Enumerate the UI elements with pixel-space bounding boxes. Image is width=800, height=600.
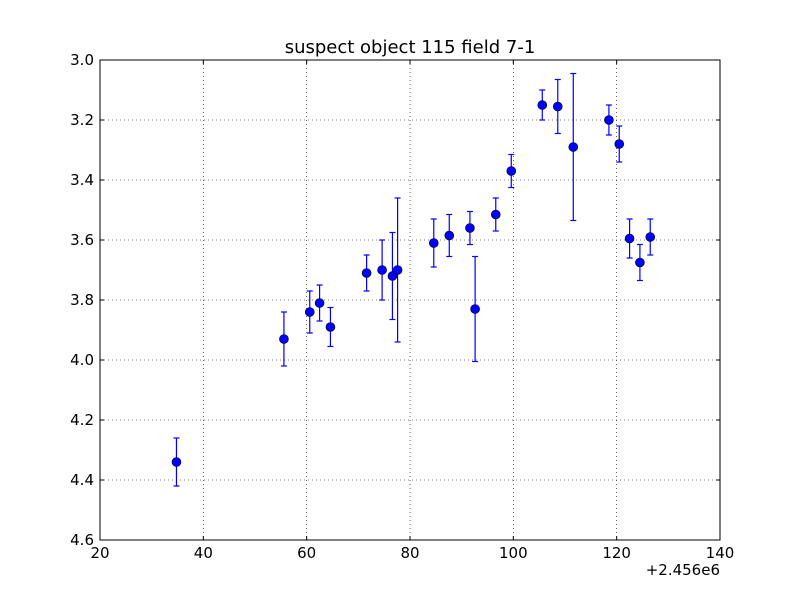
data-point-group [361, 254, 372, 292]
data-point-group [428, 218, 439, 268]
x-tick-label: 100 [499, 544, 528, 562]
data-point-group [325, 306, 336, 348]
data-point-group [465, 210, 475, 246]
x-tick-label: 140 [706, 544, 735, 562]
data-point-group [171, 437, 182, 487]
plot-frame [99, 59, 721, 541]
x-tick-label: 40 [194, 544, 213, 562]
data-point-group [444, 213, 455, 258]
grid [100, 60, 720, 540]
y-tick-label: 4.2 [70, 411, 94, 429]
data-point-group [392, 197, 403, 343]
data-point [377, 265, 387, 275]
data-point-group [506, 153, 517, 189]
data-point [568, 142, 579, 152]
y-tick-label: 4.4 [70, 471, 94, 489]
data-point-group [490, 197, 501, 232]
data-point [506, 166, 517, 176]
x-offset-label: +2.456e6 [646, 561, 720, 579]
data-point [304, 307, 315, 317]
data-point-group [304, 290, 315, 334]
y-tick-label: 4.0 [70, 351, 94, 369]
data-point [279, 334, 289, 344]
x-tick-label: 80 [400, 544, 419, 562]
data-point-group [635, 243, 645, 282]
data-point [645, 232, 656, 242]
y-tick-label: 4.6 [70, 531, 94, 549]
data-point [465, 223, 475, 233]
y-tick-label: 3.2 [70, 111, 94, 129]
y-tick-label: 3.6 [70, 231, 94, 249]
x-tick-label: 120 [602, 544, 631, 562]
chart-title: suspect object 115 field 7-1 [285, 37, 536, 58]
data-point [552, 101, 563, 112]
data-point [470, 304, 480, 314]
data-point-group [279, 311, 289, 367]
data-point-group [537, 89, 548, 121]
data-point-group [568, 72, 579, 222]
data-point [604, 115, 614, 125]
data-point [171, 457, 182, 467]
data-point [314, 298, 325, 308]
data-point [537, 100, 548, 110]
y-tick-label: 3.8 [70, 291, 94, 309]
data-point-group [377, 239, 387, 301]
series [171, 72, 656, 487]
data-point [624, 233, 635, 244]
data-point-group [604, 104, 614, 136]
data-point-group [314, 284, 325, 322]
data-point-group [614, 125, 625, 163]
data-point [614, 139, 625, 149]
ticks: 20 40 60 80 100 120 140 3.0 3.2 3.4 3.6 3.8 4.0 4.2 4.… [70, 51, 734, 562]
data-point [392, 265, 403, 275]
x-tick-label: 20 [90, 544, 109, 562]
data-point [325, 322, 336, 332]
data-point [444, 230, 455, 241]
data-point [490, 209, 501, 220]
y-tick-label: 3.0 [70, 51, 94, 69]
y-tick-label: 3.4 [70, 171, 94, 189]
data-point [428, 238, 439, 248]
data-point-group [470, 255, 480, 363]
data-point [635, 257, 645, 268]
x-tick-label: 60 [297, 544, 316, 562]
data-point [361, 268, 372, 278]
data-point-group [645, 218, 656, 256]
data-point-group [552, 78, 563, 135]
data-point-group [624, 218, 635, 259]
